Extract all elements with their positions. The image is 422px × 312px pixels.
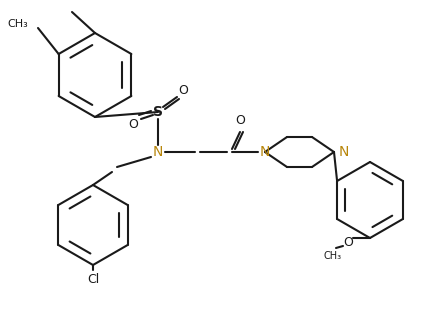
Text: Cl: Cl [87,273,99,286]
Text: CH₃: CH₃ [7,19,28,29]
Text: O: O [343,236,353,250]
Text: N: N [339,145,349,159]
Text: N: N [153,145,163,159]
Text: O: O [235,114,245,127]
Text: CH₃: CH₃ [324,251,342,261]
Text: O: O [128,119,138,131]
Text: O: O [178,85,188,97]
Text: N: N [260,145,270,159]
Text: S: S [153,105,163,119]
